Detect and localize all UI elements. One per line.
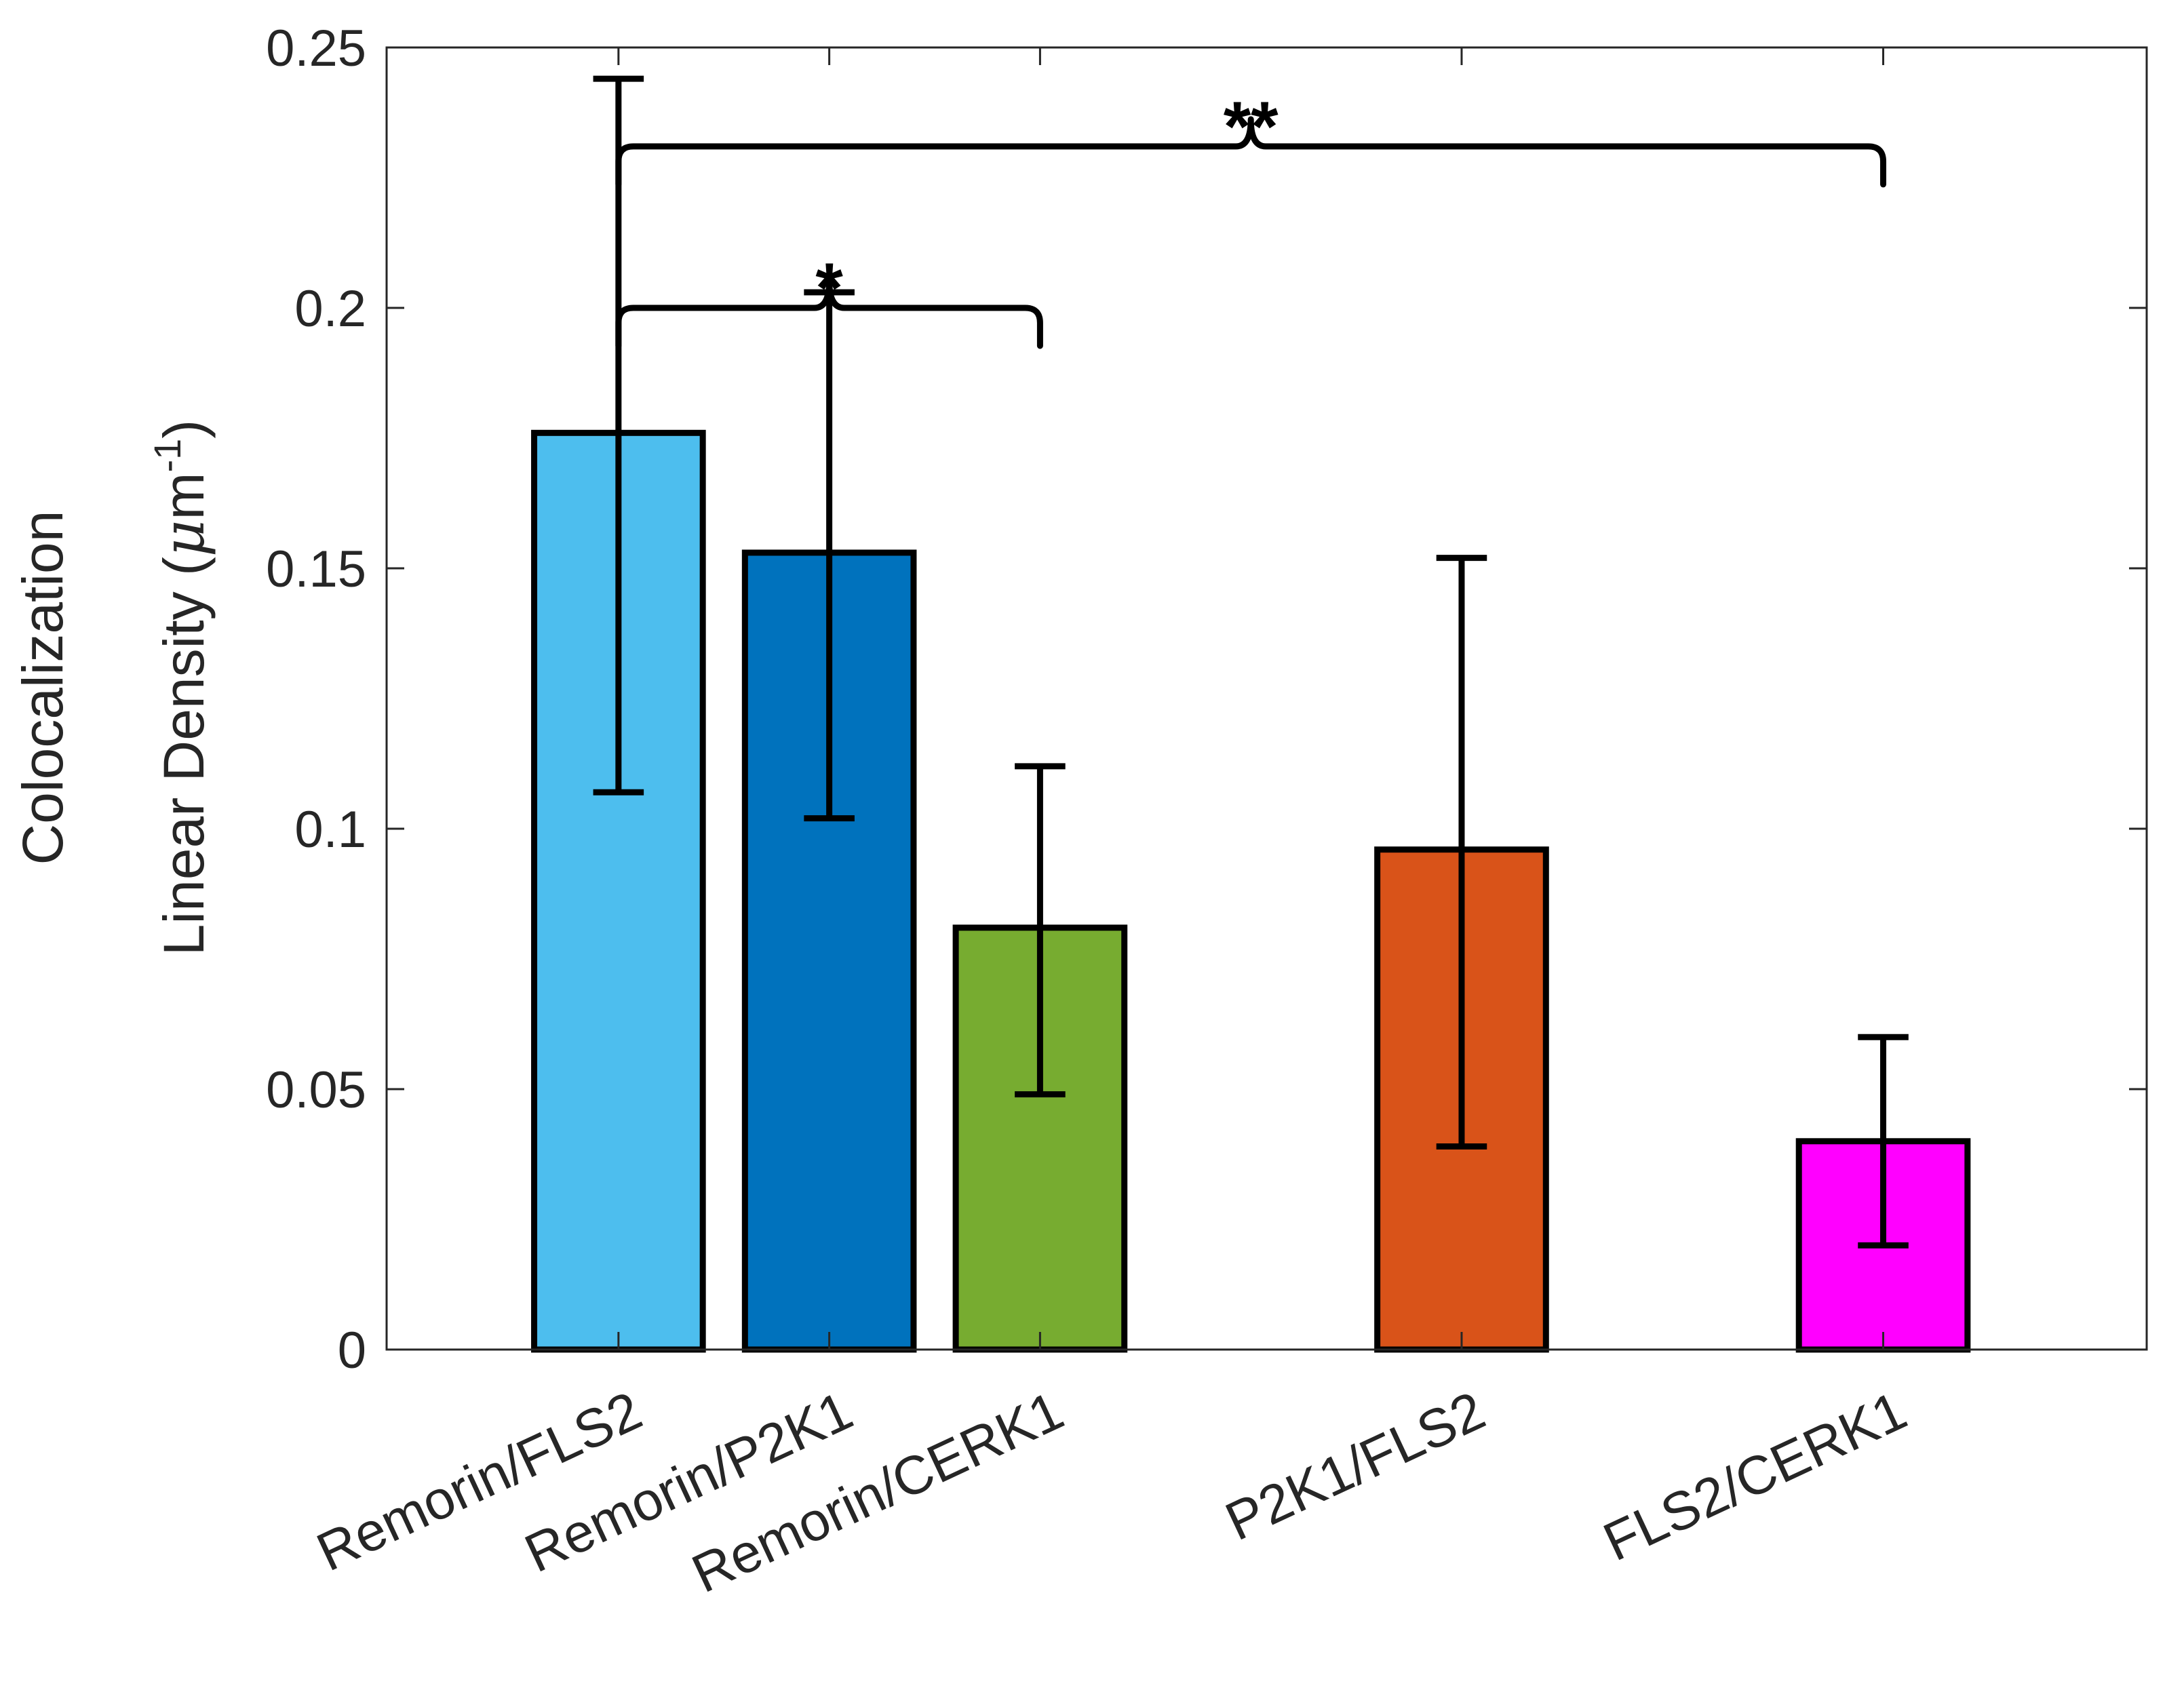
y-axis-title-line2: Linear Density (μm-1) (146, 420, 217, 956)
significance-bracket-1 (615, 277, 1043, 349)
error-bar-remorin-cerk1 (1015, 763, 1066, 1098)
significance-bracket-2 (615, 116, 1887, 188)
y-tick-label: 0.1 (294, 801, 366, 859)
y-tick-label: 0.2 (294, 280, 366, 338)
y-tick-label: 0 (338, 1322, 366, 1379)
significance-label-1: * (815, 249, 843, 328)
significance-label-2: ** (1224, 87, 1279, 166)
y-axis-title-line1: Colocalization (11, 511, 75, 865)
x-tick-label-p2k1-fls2: P2K1/FLS2 (1217, 1380, 1494, 1552)
y-tick-label: 0.25 (266, 20, 366, 77)
x-tick-label-fls2-cerk1: FLS2/CERK1 (1595, 1380, 1915, 1573)
error-bar-remorin-fls2 (593, 75, 644, 795)
error-bar-p2k1-fls2 (1436, 555, 1487, 1149)
error-bar-fls2-cerk1 (1858, 1034, 1909, 1249)
x-tick-label-remorin-cerk1: Remorin/CERK1 (683, 1380, 1072, 1605)
y-tick-label: 0.05 (266, 1061, 366, 1119)
y-tick-label: 0.15 (266, 541, 366, 598)
plot-frame (385, 46, 2148, 1351)
